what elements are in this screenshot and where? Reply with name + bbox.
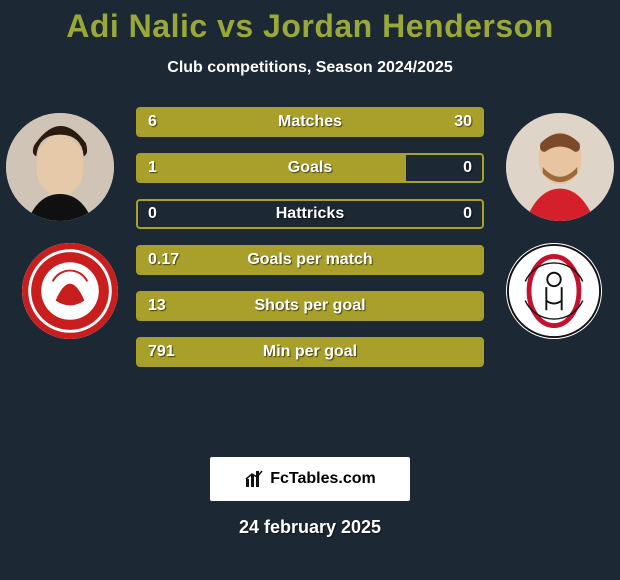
brand-text: FcTables.com: [270, 470, 376, 488]
page-title: Adi Nalic vs Jordan Henderson: [0, 0, 620, 45]
stat-label: Shots per goal: [138, 297, 482, 315]
player2-name: Jordan Henderson: [263, 8, 554, 44]
comparison-stage: 630Matches 10Goals 00Hattricks 0.17Goals pe…: [0, 95, 620, 445]
player1-name: Adi Nalic: [66, 8, 207, 44]
stat-row: 13Shots per goal: [136, 291, 484, 321]
player2-avatar: [506, 113, 614, 221]
stat-row: 0.17Goals per match: [136, 245, 484, 275]
vs-text: vs: [217, 8, 263, 44]
stat-label: Goals: [138, 159, 482, 177]
player1-club-badge: [22, 243, 118, 339]
stat-label: Min per goal: [138, 343, 482, 361]
stat-label: Hattricks: [138, 205, 482, 223]
brand-icon: [244, 469, 264, 489]
stat-label: Goals per match: [138, 251, 482, 269]
stat-row: 10Goals: [136, 153, 484, 183]
infographic-date: 24 february 2025: [0, 517, 620, 538]
stat-row: 00Hattricks: [136, 199, 484, 229]
stat-row: 791Min per goal: [136, 337, 484, 367]
stat-label: Matches: [138, 113, 482, 131]
player2-club-badge: [506, 243, 602, 339]
subtitle: Club competitions, Season 2024/2025: [0, 59, 620, 77]
stat-row: 630Matches: [136, 107, 484, 137]
stat-bars: 630Matches 10Goals 00Hattricks 0.17Goals pe…: [136, 107, 484, 383]
player1-avatar: [6, 113, 114, 221]
brand-badge: FcTables.com: [210, 457, 410, 501]
